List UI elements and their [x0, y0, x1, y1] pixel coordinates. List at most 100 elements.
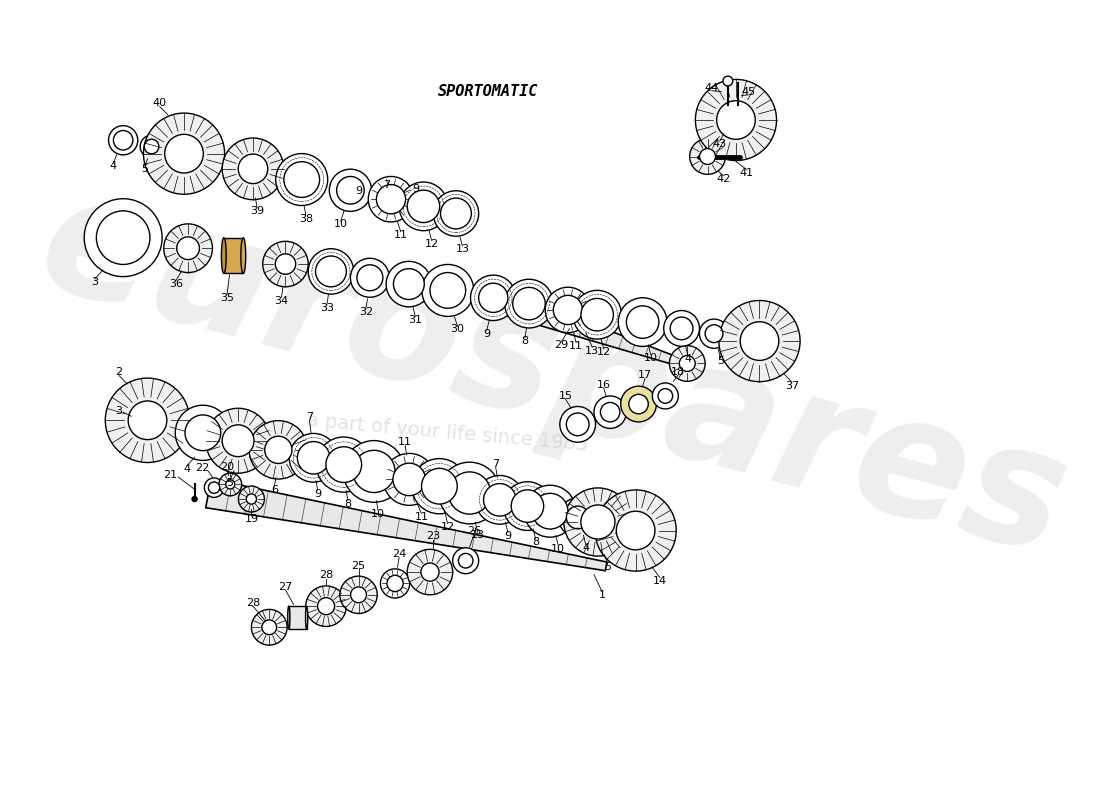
- Circle shape: [513, 287, 546, 320]
- Text: 3: 3: [91, 278, 98, 287]
- Circle shape: [177, 237, 199, 259]
- Circle shape: [453, 548, 478, 574]
- Circle shape: [407, 550, 453, 594]
- Text: 11: 11: [415, 512, 428, 522]
- Circle shape: [670, 317, 693, 340]
- Circle shape: [394, 269, 425, 299]
- Circle shape: [191, 496, 198, 502]
- Bar: [223, 238, 243, 274]
- Text: 23: 23: [426, 531, 440, 542]
- Circle shape: [421, 468, 458, 504]
- Text: 13: 13: [471, 530, 485, 540]
- Text: 11: 11: [569, 341, 583, 350]
- Text: 13: 13: [455, 244, 470, 254]
- Circle shape: [381, 569, 409, 598]
- Text: 34: 34: [274, 295, 288, 306]
- Ellipse shape: [221, 238, 227, 274]
- Circle shape: [144, 139, 158, 154]
- Circle shape: [626, 306, 659, 338]
- Circle shape: [705, 325, 723, 342]
- Circle shape: [393, 463, 426, 496]
- Circle shape: [601, 402, 620, 422]
- Text: 9: 9: [315, 489, 321, 498]
- Text: 10: 10: [333, 219, 348, 230]
- Circle shape: [318, 598, 334, 614]
- Circle shape: [284, 162, 320, 198]
- Text: 28: 28: [246, 598, 260, 608]
- Circle shape: [109, 126, 138, 155]
- Text: 10: 10: [371, 509, 385, 518]
- Polygon shape: [206, 479, 607, 570]
- Text: eurospares: eurospares: [23, 161, 1083, 590]
- Text: 2: 2: [116, 366, 123, 377]
- Circle shape: [652, 383, 679, 409]
- Circle shape: [503, 482, 552, 530]
- Circle shape: [386, 262, 431, 307]
- Text: 35: 35: [220, 293, 234, 303]
- Circle shape: [566, 413, 588, 436]
- Circle shape: [566, 506, 590, 529]
- Text: 3: 3: [116, 406, 122, 415]
- Circle shape: [226, 480, 234, 489]
- Text: 7: 7: [384, 180, 390, 190]
- Circle shape: [246, 494, 256, 504]
- Circle shape: [356, 265, 383, 290]
- Circle shape: [85, 198, 162, 277]
- Text: 4: 4: [684, 354, 692, 364]
- Ellipse shape: [306, 606, 308, 629]
- Circle shape: [262, 620, 276, 634]
- Circle shape: [670, 346, 705, 382]
- Circle shape: [700, 319, 728, 348]
- Text: 36: 36: [169, 279, 183, 289]
- Text: 5: 5: [717, 356, 724, 366]
- Circle shape: [289, 434, 338, 482]
- Ellipse shape: [241, 238, 245, 274]
- Circle shape: [421, 563, 439, 581]
- Circle shape: [368, 177, 414, 222]
- Circle shape: [306, 586, 346, 626]
- Text: 6: 6: [271, 486, 278, 495]
- Circle shape: [581, 505, 615, 539]
- Text: 18: 18: [671, 366, 685, 377]
- Text: 8: 8: [532, 537, 539, 546]
- Text: 15: 15: [559, 391, 572, 401]
- Circle shape: [263, 242, 308, 286]
- Circle shape: [478, 283, 508, 313]
- Circle shape: [351, 587, 366, 602]
- Text: 27: 27: [278, 582, 293, 592]
- Circle shape: [629, 394, 648, 414]
- Circle shape: [326, 446, 362, 482]
- Circle shape: [524, 486, 576, 537]
- Text: 4: 4: [110, 162, 117, 171]
- Text: 9: 9: [504, 530, 512, 541]
- Circle shape: [219, 473, 242, 496]
- Text: 9: 9: [483, 329, 491, 338]
- Text: 10: 10: [644, 353, 658, 362]
- Circle shape: [439, 462, 500, 524]
- Circle shape: [716, 101, 756, 139]
- Circle shape: [140, 135, 163, 158]
- Text: a part of your life since 1985: a part of your life since 1985: [306, 410, 590, 454]
- Text: 11: 11: [394, 230, 408, 240]
- Circle shape: [719, 301, 800, 382]
- Text: 43: 43: [713, 139, 727, 150]
- Circle shape: [430, 273, 465, 308]
- Circle shape: [175, 405, 231, 460]
- Circle shape: [399, 182, 448, 230]
- Text: 22: 22: [196, 463, 210, 473]
- Circle shape: [560, 406, 595, 442]
- Text: 38: 38: [299, 214, 312, 223]
- Text: 5: 5: [604, 562, 612, 573]
- Circle shape: [471, 275, 516, 321]
- Circle shape: [106, 378, 189, 462]
- Circle shape: [407, 190, 440, 222]
- Circle shape: [205, 478, 223, 498]
- Ellipse shape: [288, 606, 289, 629]
- Circle shape: [695, 79, 777, 161]
- Circle shape: [343, 441, 405, 502]
- Text: 37: 37: [785, 381, 799, 390]
- Circle shape: [484, 484, 516, 516]
- Circle shape: [620, 386, 657, 422]
- Circle shape: [387, 575, 404, 591]
- Circle shape: [690, 138, 725, 174]
